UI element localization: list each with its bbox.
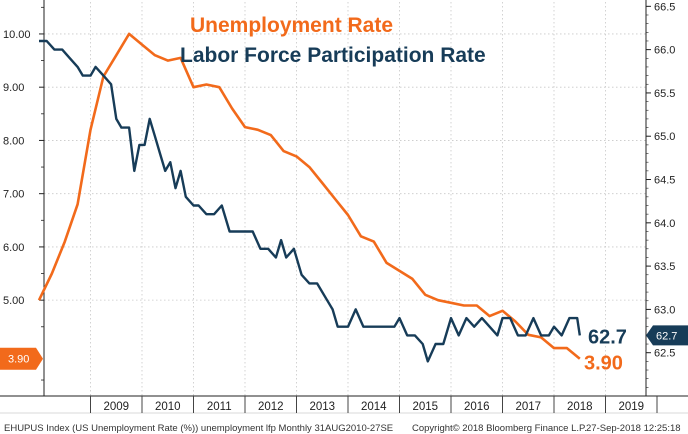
unemployment-end-label: 3.90 [584,353,623,375]
participation-axis-marker-label: 62.7 [656,330,677,342]
right-tick-label: 66.0 [654,45,675,57]
x-tick-label: 2011 [207,401,232,413]
x-tick-label: 2009 [103,401,129,413]
x-tick-label: 2019 [618,401,644,413]
right-tick-label: 63.5 [654,261,675,273]
footer-source: EHUPUS Index (US Unemployment Rate (%)) … [4,423,393,434]
x-tick-label: 2017 [515,401,541,413]
series-lines [37,32,581,363]
axes: 10.00 9.00 8.00 7.00 6.00 5.00 66.5 66.0 65.5 65.… [0,0,688,414]
right-tick-label: 62.5 [654,348,675,360]
right-tick-label: 64.0 [654,218,675,230]
x-tick-label: 2014 [361,401,387,413]
participation-axis-marker [646,325,688,346]
participation-line [39,39,581,363]
left-tick-label: 5.00 [3,295,24,307]
left-tick-label: 10.00 [3,29,31,41]
x-tick-label: 2018 [567,401,593,413]
x-tick-label: 2013 [309,401,335,413]
footer-timestamp: 27-Sep-2018 12:25:18 [586,423,681,434]
title-participation: Labor Force Participation Rate [180,44,486,67]
left-tick-label: 9.00 [3,82,24,94]
right-tick-label: 63.0 [654,304,675,316]
left-tick-label: 7.00 [3,189,24,201]
unemployment-axis-marker-label: 3.90 [8,354,29,366]
participation-end-label: 62.7 [588,326,627,348]
left-tick-label: 8.00 [3,135,24,147]
footer-copyright: Copyright© 2018 Bloomberg Finance L.P. [412,423,587,434]
right-tick-label: 65.5 [654,88,675,100]
x-tick-label: 2010 [155,401,181,413]
unemployment-line [37,32,581,360]
title-unemployment: Unemployment Rate [190,14,393,37]
x-tick-label: 2015 [412,401,438,413]
unemployment-axis-marker [0,347,43,370]
right-tick-label: 66.5 [654,1,675,13]
right-tick-label: 64.5 [654,175,675,187]
right-tick-label: 65.0 [654,131,675,143]
x-tick-label: 2016 [464,401,490,413]
x-tick-label: 2012 [258,401,284,413]
value-labels: 3.90 62.7 62.7 3.90 [0,325,688,375]
left-tick-label: 6.00 [3,242,24,254]
